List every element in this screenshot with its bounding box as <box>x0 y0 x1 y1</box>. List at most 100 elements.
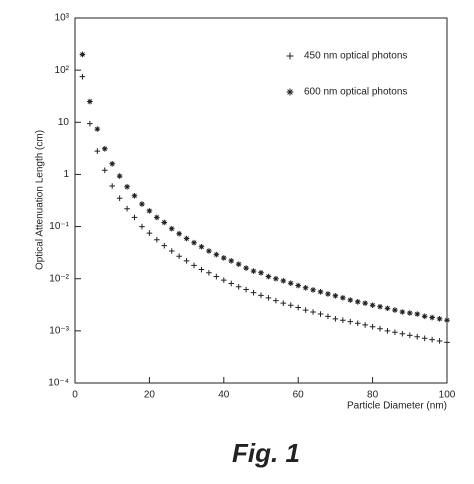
x-tick-label: 80 <box>367 390 379 401</box>
point <box>273 297 279 304</box>
y-tick-label: 10⁻³ <box>49 325 69 336</box>
point <box>161 242 168 249</box>
point <box>325 291 331 297</box>
point <box>146 230 153 236</box>
y-tick-label: 10⁻¹ <box>49 221 69 232</box>
point <box>369 323 376 330</box>
point <box>228 280 235 287</box>
point <box>243 265 249 271</box>
y-tick-label: 10 <box>58 117 70 128</box>
point <box>213 273 220 280</box>
point <box>168 248 175 254</box>
legend-label: 600 nm optical photons <box>304 87 407 98</box>
x-axis-label: Particle Diameter (nm) <box>347 401 447 412</box>
x-tick-label: 20 <box>144 390 156 401</box>
y-axis-label: Optical Attenuation Length (cm) <box>35 130 46 270</box>
point <box>94 126 101 132</box>
point <box>429 336 435 343</box>
y-tick-label: 1 <box>63 169 69 180</box>
legend-label: 450 nm optical photons <box>304 51 407 62</box>
point <box>250 289 257 296</box>
point <box>235 283 242 290</box>
point <box>399 330 406 337</box>
point <box>198 266 205 273</box>
point <box>161 219 168 226</box>
point <box>444 317 450 324</box>
point <box>183 258 190 264</box>
point <box>287 302 294 309</box>
point <box>131 214 138 221</box>
point <box>206 269 212 276</box>
point <box>362 322 368 328</box>
point <box>235 261 242 267</box>
point <box>183 235 190 242</box>
point <box>310 287 316 293</box>
point <box>79 51 86 58</box>
point <box>191 239 197 246</box>
point <box>384 305 391 312</box>
point <box>139 201 145 207</box>
point <box>407 310 413 316</box>
point <box>280 300 287 306</box>
y-tick-label: 10⁻² <box>49 273 69 284</box>
point <box>109 183 115 189</box>
point <box>302 307 309 313</box>
point <box>221 255 227 261</box>
point <box>116 195 123 202</box>
plot-frame <box>74 17 448 384</box>
point <box>250 268 257 274</box>
point <box>79 73 86 80</box>
point <box>325 313 331 320</box>
point <box>421 335 428 342</box>
point <box>154 214 160 221</box>
point <box>176 253 182 260</box>
point <box>124 205 130 212</box>
point <box>154 236 160 243</box>
y-tick-label: 10² <box>55 65 70 76</box>
point <box>436 338 443 344</box>
point <box>221 277 227 283</box>
point <box>280 278 287 284</box>
point <box>414 311 421 317</box>
point <box>258 269 264 276</box>
point <box>429 314 435 321</box>
point <box>101 167 108 174</box>
point <box>94 148 101 154</box>
point <box>101 146 108 152</box>
caption: Fig. 1 <box>232 438 300 468</box>
point <box>206 248 212 254</box>
point <box>295 282 301 289</box>
point <box>176 230 182 237</box>
x-tick-label: 0 <box>72 390 78 401</box>
point <box>116 173 123 179</box>
point <box>340 317 346 324</box>
x-tick-label: 40 <box>218 390 230 401</box>
point <box>444 339 450 346</box>
point <box>414 333 421 340</box>
point <box>332 316 339 322</box>
point <box>139 223 145 230</box>
point <box>347 318 354 325</box>
point <box>198 243 205 250</box>
point <box>265 273 272 280</box>
legend-marker <box>286 88 294 96</box>
point <box>109 160 115 167</box>
point <box>436 316 443 322</box>
point <box>273 275 279 282</box>
point <box>265 295 272 301</box>
legend-marker <box>286 52 294 60</box>
point <box>191 262 197 269</box>
point <box>317 311 324 317</box>
x-tick-label: 60 <box>293 390 305 401</box>
point <box>332 293 339 299</box>
point <box>131 192 138 199</box>
point <box>421 313 428 320</box>
point <box>295 304 301 311</box>
point <box>287 280 294 287</box>
point <box>384 328 391 334</box>
point <box>213 251 220 258</box>
point <box>392 307 398 313</box>
point <box>168 225 175 232</box>
point <box>243 286 249 293</box>
